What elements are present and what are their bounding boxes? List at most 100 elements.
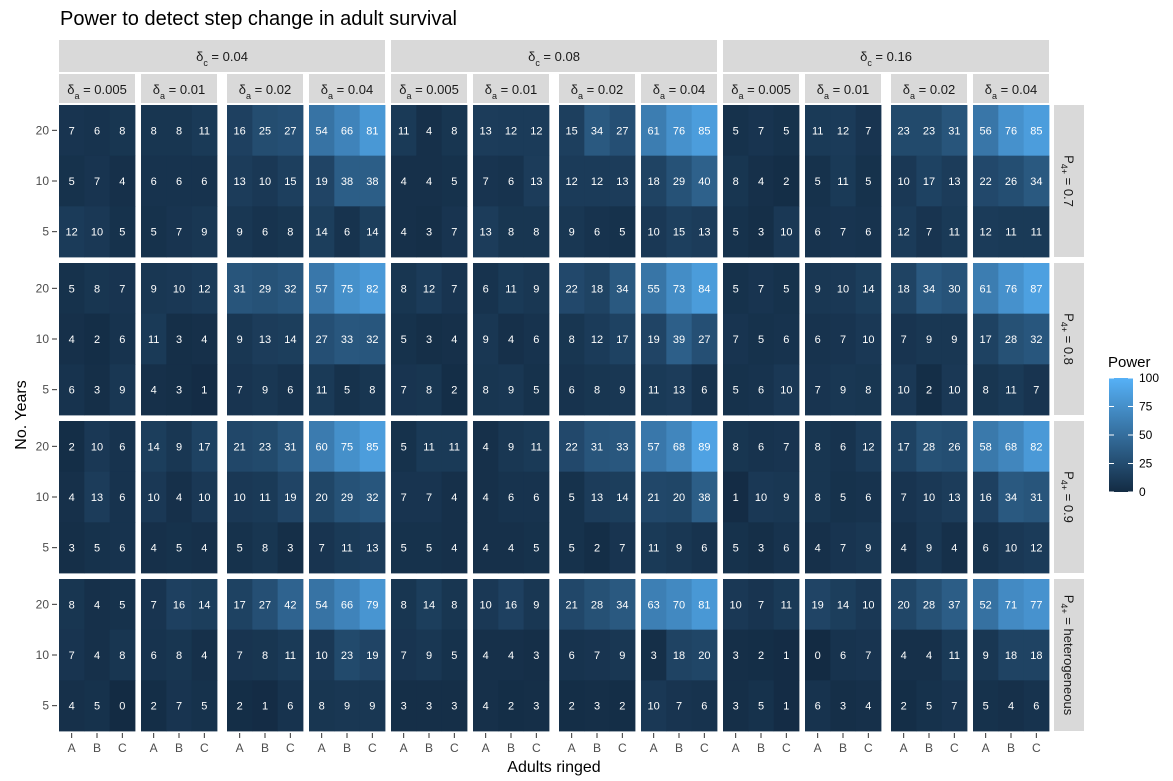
- heatmap-cell: [473, 579, 499, 631]
- heatmap-cell: [916, 364, 943, 416]
- heatmap-cell: [805, 364, 831, 416]
- cell-value-label: 75: [341, 441, 353, 453]
- cell-value-label: 71: [1005, 599, 1017, 611]
- cell-value-label: 76: [1005, 283, 1017, 295]
- chart-title: Power to detect step change in adult sur…: [60, 8, 457, 30]
- heatmap-cell: [584, 629, 611, 681]
- heatmap-cell: [691, 105, 718, 157]
- heatmap-cell: [748, 105, 775, 157]
- cell-value-label: 16: [505, 599, 517, 611]
- heatmap-cell: [277, 263, 304, 315]
- cell-value-label: 18: [898, 283, 910, 295]
- cell-value-label: 10: [923, 492, 935, 504]
- cell-value-label: 61: [648, 125, 660, 137]
- heatmap-cell: [1023, 579, 1050, 631]
- cell-value-label: 9: [483, 334, 489, 346]
- heatmap-cell: [359, 263, 386, 315]
- cell-value-label: 4: [176, 492, 182, 504]
- heatmap-cell: [166, 680, 193, 732]
- strip-label-delta-a: δa = 0.04: [321, 82, 373, 101]
- heatmap-cell: [391, 421, 417, 473]
- heatmap-cell: [641, 522, 667, 574]
- cell-value-label: 66: [341, 599, 353, 611]
- heatmap-cell: [523, 155, 550, 207]
- heatmap-cell: [309, 313, 335, 365]
- cell-value-label: 12: [530, 125, 542, 137]
- heatmap-cell: [416, 206, 443, 258]
- heatmap-cell: [973, 364, 999, 416]
- heatmap-cell: [584, 313, 611, 365]
- heatmap-cell: [973, 105, 999, 157]
- heatmap-cell: [1023, 364, 1050, 416]
- heatmap-cell: [973, 471, 999, 523]
- strip-background: [59, 40, 385, 72]
- panel-r2-c0: 2 10 6 4 13 6 3 5 6: [59, 421, 136, 574]
- heatmap-cell: [1023, 313, 1050, 365]
- y-tick-label: 10: [36, 332, 50, 346]
- cell-value-label: 11: [949, 227, 960, 239]
- strip-delta-a-0: δa = 0.005: [59, 74, 135, 103]
- heatmap-cell: [1023, 206, 1050, 258]
- strip-p4-row-1: P4+ = 0.8: [1054, 263, 1084, 415]
- heatmap-cell: [141, 421, 167, 473]
- heatmap-cell: [523, 680, 550, 732]
- x-tick-label: A: [400, 741, 408, 755]
- x-tick-label: B: [757, 741, 765, 755]
- heatmap-cell: [523, 471, 550, 523]
- heatmap-cell: [691, 522, 718, 574]
- strip-label-p4: P4+ = 0.8: [1059, 313, 1077, 365]
- heatmap-cell: [416, 522, 443, 574]
- cell-value-label: 5: [733, 385, 739, 397]
- heatmap-cell: [59, 629, 85, 681]
- heatmap-cell: [691, 263, 718, 315]
- cell-value-label: 5: [733, 283, 739, 295]
- heatmap-cell: [334, 421, 361, 473]
- heatmap-cell: [166, 263, 193, 315]
- cell-value-label: 8: [119, 650, 125, 662]
- cell-value-label: 3: [426, 334, 432, 346]
- cell-value-label: 7: [69, 125, 75, 137]
- heatmap-cell: [641, 421, 667, 473]
- cell-value-label: 11: [531, 441, 542, 453]
- heatmap-cell: [416, 364, 443, 416]
- strip-p4-row-3: P4+ = heterogeneous: [1054, 579, 1084, 731]
- cell-value-label: 5: [401, 334, 407, 346]
- cell-value-label: 4: [94, 650, 100, 662]
- cell-value-label: 9: [262, 385, 268, 397]
- heatmap-cell: [277, 471, 304, 523]
- heatmap-cell: [691, 629, 718, 681]
- heatmap-cell: [773, 206, 800, 258]
- strip-label-delta-a: δa = 0.01: [153, 82, 205, 101]
- heatmap-cell: [309, 263, 335, 315]
- heatmap-cell: [498, 680, 525, 732]
- heatmap-cell: [473, 629, 499, 681]
- heatmap-cell: [252, 263, 279, 315]
- cell-value-label: 12: [862, 441, 874, 453]
- cell-value-label: 6: [69, 385, 75, 397]
- heatmap-cell: [1023, 105, 1050, 157]
- cell-value-label: 73: [673, 283, 685, 295]
- strip-background: [1054, 105, 1084, 257]
- cell-value-label: 17: [198, 441, 210, 453]
- heatmap-cell: [584, 471, 611, 523]
- cell-value-label: 6: [119, 543, 125, 555]
- cell-value-label: 34: [1005, 492, 1017, 504]
- cell-value-label: 52: [980, 599, 992, 611]
- heatmap-cell: [998, 155, 1025, 207]
- cell-value-label: 27: [259, 599, 271, 611]
- cell-value-label: 19: [648, 334, 660, 346]
- cell-value-label: 4: [69, 492, 75, 504]
- panel-r0-c4: 11 4 8 4 4 5 4 3 7: [391, 105, 468, 258]
- panel-r2-c7: 57 68 89 21 20 38 11 9 6: [641, 421, 718, 574]
- heatmap-cell: [359, 155, 386, 207]
- heatmap-cell: [441, 105, 468, 157]
- cell-value-label: 8: [733, 441, 739, 453]
- cell-value-label: 4: [451, 543, 457, 555]
- cell-value-label: 18: [1030, 650, 1042, 662]
- cell-value-label: 23: [341, 650, 353, 662]
- cell-value-label: 9: [840, 385, 846, 397]
- cell-value-label: 7: [151, 599, 157, 611]
- heatmap-cell: [473, 680, 499, 732]
- y-tick-label: 10: [36, 648, 50, 662]
- cell-value-label: 6: [815, 701, 821, 713]
